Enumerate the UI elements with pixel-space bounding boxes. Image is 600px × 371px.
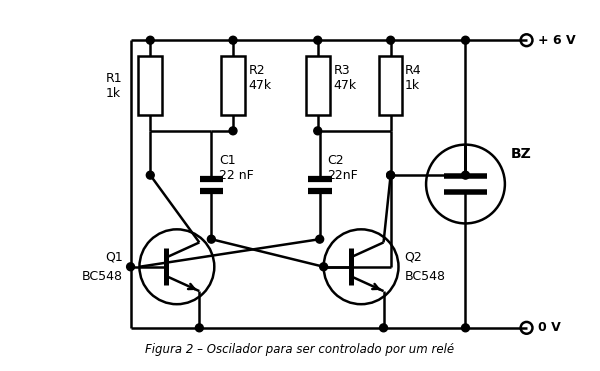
Bar: [139, 56, 162, 115]
Text: 0 V: 0 V: [538, 321, 561, 334]
Circle shape: [146, 171, 154, 179]
Text: R3
47k: R3 47k: [334, 64, 356, 92]
Circle shape: [316, 235, 323, 243]
Text: Figura 2 – Oscilador para ser controlado por um relé: Figura 2 – Oscilador para ser controlado…: [145, 344, 455, 357]
Text: C1
22 nF: C1 22 nF: [219, 154, 254, 182]
Text: + 6 V: + 6 V: [538, 34, 576, 47]
Circle shape: [386, 36, 395, 44]
Text: BZ: BZ: [511, 147, 532, 161]
Text: R2
47k: R2 47k: [249, 64, 272, 92]
Text: Q1: Q1: [105, 250, 122, 263]
Text: BC548: BC548: [82, 270, 122, 283]
Circle shape: [127, 263, 134, 271]
Circle shape: [461, 324, 469, 332]
Circle shape: [314, 36, 322, 44]
Circle shape: [208, 235, 215, 243]
Circle shape: [146, 36, 154, 44]
Circle shape: [386, 171, 395, 179]
Circle shape: [229, 36, 237, 44]
Text: R4
1k: R4 1k: [404, 64, 421, 92]
Circle shape: [314, 127, 322, 135]
Bar: [379, 56, 403, 115]
Bar: [306, 56, 329, 115]
Circle shape: [461, 171, 469, 179]
Text: BC548: BC548: [404, 270, 445, 283]
Text: Q2: Q2: [404, 250, 422, 263]
Circle shape: [229, 127, 237, 135]
Circle shape: [461, 36, 469, 44]
Text: R1
1k: R1 1k: [106, 72, 122, 99]
Bar: [221, 56, 245, 115]
Circle shape: [386, 171, 395, 179]
Circle shape: [196, 324, 203, 332]
Circle shape: [320, 263, 328, 271]
Text: C2
22nF: C2 22nF: [328, 154, 358, 182]
Circle shape: [380, 324, 388, 332]
